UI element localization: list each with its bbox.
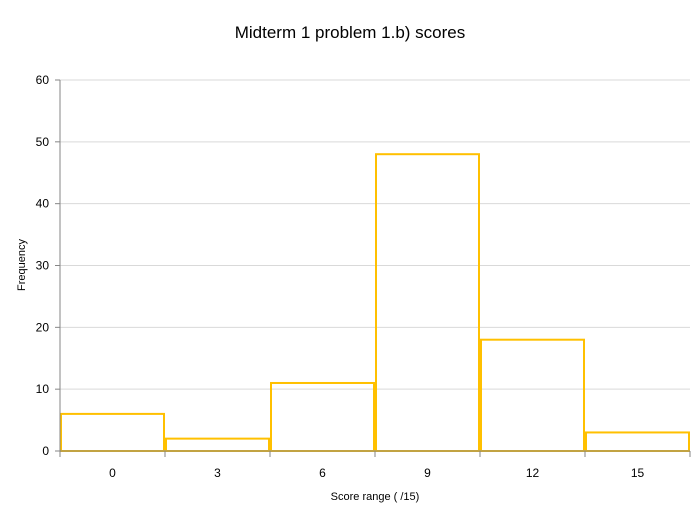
bar-9: [375, 153, 480, 452]
x-tick-labels: 0 3 6 9 12 15: [59, 451, 691, 480]
gridlines: [55, 79, 690, 452]
x-tick-label: 12: [526, 466, 540, 480]
x-axis-label: Score range ( /15): [331, 491, 420, 503]
chart-title: Midterm 1 problem 1.b) scores: [235, 23, 466, 42]
x-tick-label: 0: [109, 466, 116, 480]
bar-6: [270, 381, 375, 453]
y-tick-label: 60: [36, 73, 50, 87]
y-tick-label: 0: [42, 444, 49, 458]
bar-15: [585, 431, 690, 453]
y-tick-label: 20: [36, 320, 50, 334]
y-tick-label: 40: [36, 197, 50, 211]
x-tick-label: 15: [631, 466, 645, 480]
x-tick-label: 6: [319, 466, 326, 480]
x-tick-label: 9: [424, 466, 431, 480]
y-tick-label: 30: [36, 259, 50, 273]
bar-12: [480, 338, 585, 453]
bar-0: [60, 412, 165, 452]
bar-3: [165, 437, 270, 452]
y-axis-label: Frequency: [16, 239, 28, 291]
x-tick-label: 3: [214, 466, 221, 480]
y-tick-label: 50: [36, 135, 50, 149]
bars: [60, 153, 690, 453]
y-tick-label: 10: [36, 382, 50, 396]
y-tick-labels: 0 10 20 30 40 50 60: [36, 73, 50, 458]
